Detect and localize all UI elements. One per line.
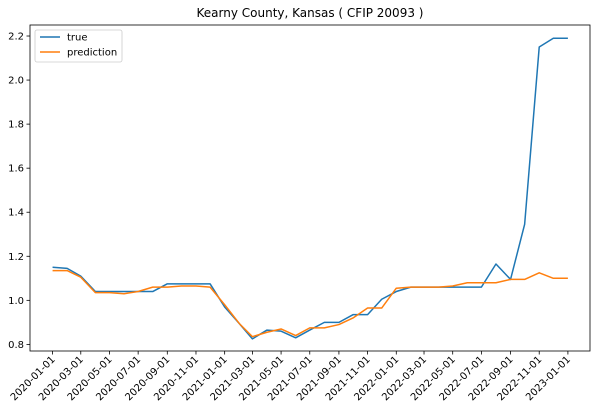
legend: true prediction bbox=[34, 29, 123, 63]
y-tick-label: 1.6 bbox=[8, 164, 24, 175]
legend-label: true bbox=[67, 33, 88, 44]
series-layer bbox=[52, 37, 568, 340]
y-tick-label: 1.8 bbox=[8, 120, 24, 131]
plot-area bbox=[29, 24, 591, 352]
y-tick-label: 2.0 bbox=[8, 76, 24, 87]
x-axis: 2020-01-012020-03-012020-05-012020-07-01… bbox=[9, 351, 573, 403]
legend-label: prediction bbox=[67, 48, 117, 59]
y-tick-label: 0.8 bbox=[8, 340, 24, 351]
y-axis: 0.8 1.0 1.2 1.4 1.6 1.8 2.0 2.2 bbox=[8, 32, 30, 351]
legend-frame bbox=[34, 29, 123, 63]
chart-title: Kearny County, Kansas ( CFIP 20093 ) bbox=[197, 6, 424, 20]
y-tick-label: 1.0 bbox=[8, 296, 24, 307]
y-tick-label: 1.2 bbox=[8, 252, 24, 263]
y-tick-label: 1.4 bbox=[8, 208, 24, 219]
series-line-prediction bbox=[52, 269, 568, 338]
series-line-true bbox=[52, 37, 568, 340]
y-tick-label: 2.2 bbox=[8, 32, 24, 43]
